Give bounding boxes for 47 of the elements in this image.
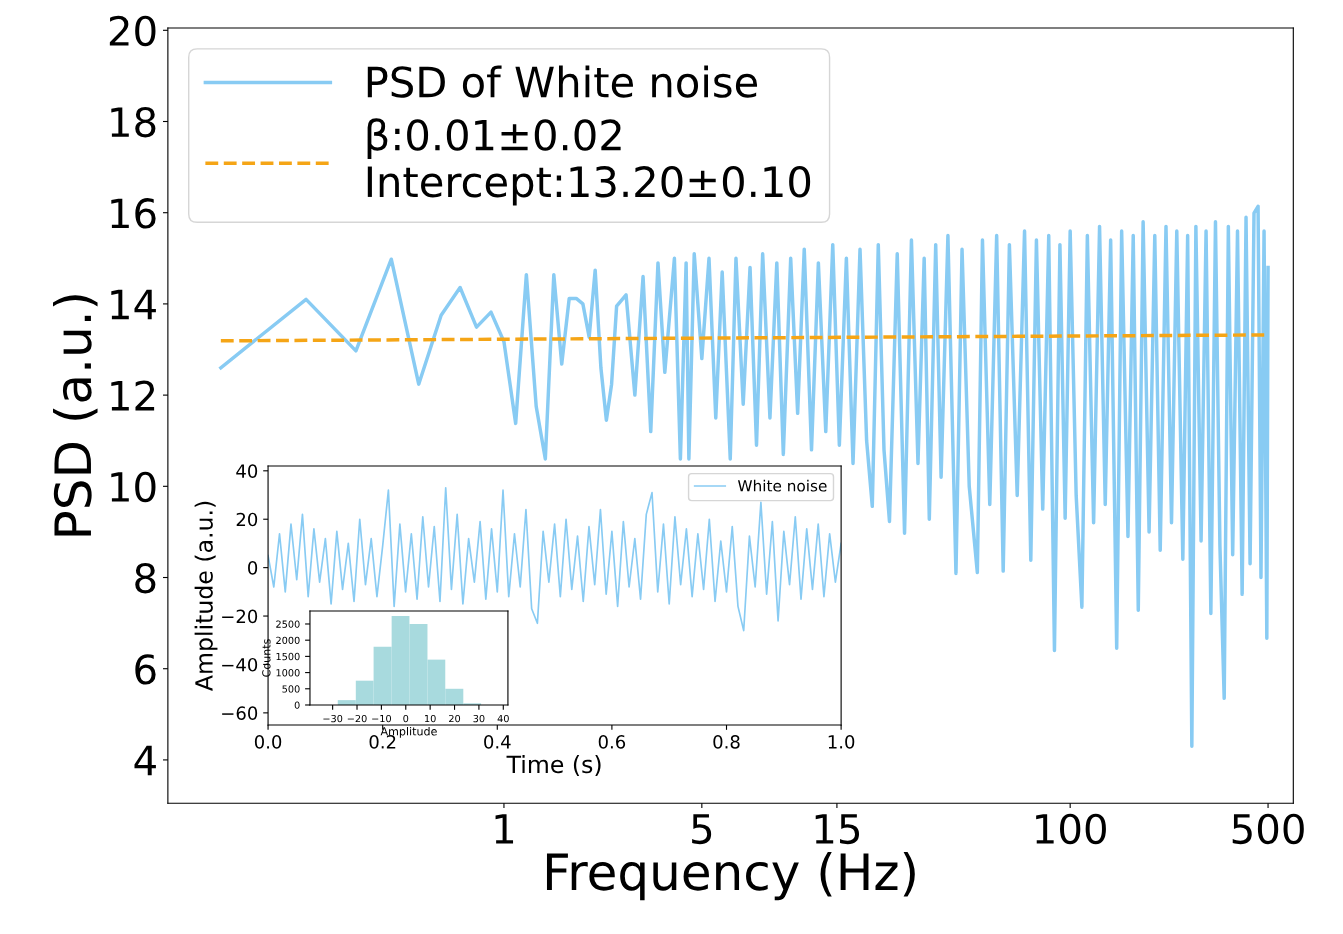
y-axis-title: Amplitude (a.u.) <box>194 501 218 691</box>
y-tick-label: 2500 <box>276 620 300 628</box>
y-tick-label: 8 <box>135 562 156 594</box>
x-tick-label: 1.0 <box>828 735 855 749</box>
y-tick-label: −60 <box>222 706 258 720</box>
y-tick-label: 16 <box>111 198 156 229</box>
y-tick-label: 20 <box>236 512 258 527</box>
x-axis-title: Time (s) <box>506 754 601 776</box>
x-tick-label: 30 <box>473 714 485 723</box>
legend-label: β:0.01±0.02 Intercept:13.20±0.10 <box>367 118 811 206</box>
y-axis-title: Counts <box>262 639 271 677</box>
y-tick-label: 500 <box>282 685 300 693</box>
y-tick-label: −20 <box>222 609 258 624</box>
x-tick-label: 10 <box>425 714 436 723</box>
y-tick-label: 40 <box>236 464 258 478</box>
y-axis-title: PSD (a.u.) <box>53 295 98 536</box>
x-axis-title: Frequency (Hz) <box>546 852 915 901</box>
y-tick-label: 1000 <box>276 669 300 677</box>
y-tick-label: 10 <box>111 471 156 503</box>
x-tick-label: 15 <box>815 814 860 845</box>
y-tick-label: 12 <box>111 380 155 411</box>
y-tick-label: 14 <box>111 289 156 320</box>
y-tick-label: 0 <box>294 701 300 709</box>
x-tick-label: −20 <box>347 714 367 723</box>
y-tick-label: 2000 <box>276 636 300 645</box>
y-tick-label: 6 <box>135 654 156 685</box>
x-tick-label: 500 <box>1232 813 1304 845</box>
x-tick-label: 0.4 <box>484 735 511 749</box>
legend-label: White noise <box>737 479 827 492</box>
x-tick-label: −10 <box>372 714 392 723</box>
x-tick-label: 0.0 <box>254 735 282 749</box>
y-tick-label: 0 <box>248 561 258 575</box>
x-tick-label: 5 <box>692 814 712 845</box>
y-tick-label: 4 <box>134 745 156 776</box>
x-tick-label: 0 <box>403 714 409 723</box>
x-tick-label: −30 <box>323 714 343 723</box>
x-tick-label: 0.6 <box>598 735 626 749</box>
legend-label: PSD of White noise <box>367 65 758 98</box>
y-tick-label: 20 <box>109 15 156 47</box>
x-tick-label: 40 <box>497 714 509 723</box>
y-tick-label: 18 <box>111 106 156 138</box>
x-tick-label: 1 <box>495 814 514 844</box>
x-tick-label: 0.8 <box>713 735 740 749</box>
x-tick-label: 100 <box>1036 813 1106 845</box>
y-tick-label: 1500 <box>276 652 300 661</box>
x-tick-label: 20 <box>449 714 461 723</box>
y-tick-label: −40 <box>222 657 258 672</box>
